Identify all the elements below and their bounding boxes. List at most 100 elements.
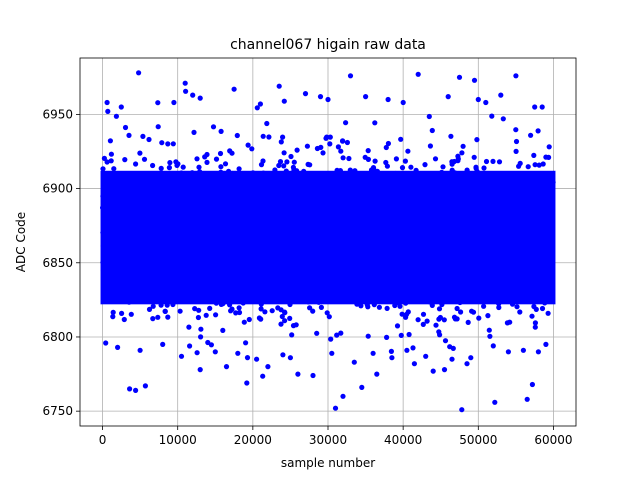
data-point xyxy=(364,302,370,308)
data-point xyxy=(422,270,429,276)
data-point xyxy=(281,193,287,199)
data-point xyxy=(256,176,262,182)
data-point xyxy=(394,175,400,181)
data-point xyxy=(187,343,193,349)
data-point xyxy=(270,205,276,211)
data-point xyxy=(343,120,349,126)
data-point xyxy=(303,237,309,243)
data-point xyxy=(292,189,298,196)
outlier-point xyxy=(142,383,148,389)
data-point xyxy=(280,188,286,194)
data-point xyxy=(188,270,194,276)
data-point xyxy=(327,134,333,140)
data-point xyxy=(190,263,196,269)
data-point xyxy=(150,316,156,322)
data-point xyxy=(338,330,344,336)
data-point xyxy=(229,306,235,312)
data-point xyxy=(439,301,445,308)
data-point xyxy=(317,183,323,190)
data-point xyxy=(244,197,250,203)
data-point xyxy=(103,340,109,346)
data-point xyxy=(177,308,183,314)
data-point xyxy=(424,318,430,324)
data-point xyxy=(352,186,358,192)
data-point xyxy=(298,276,304,282)
data-point xyxy=(459,232,465,238)
data-point xyxy=(343,234,349,240)
data-point xyxy=(137,150,143,156)
data-point xyxy=(377,227,384,233)
data-point xyxy=(365,198,371,204)
data-point xyxy=(136,197,142,203)
data-point xyxy=(118,219,125,225)
data-point xyxy=(216,210,223,216)
data-point xyxy=(218,128,224,134)
data-point xyxy=(197,216,203,222)
data-point xyxy=(370,165,377,171)
data-point xyxy=(203,212,209,218)
data-point xyxy=(156,224,162,230)
data-point xyxy=(541,191,547,197)
data-point xyxy=(517,160,523,166)
data-point xyxy=(507,285,513,292)
data-point xyxy=(358,240,364,246)
data-point xyxy=(236,189,242,195)
data-point xyxy=(229,267,235,273)
data-point xyxy=(522,206,529,212)
data-point xyxy=(476,283,482,289)
data-point xyxy=(164,302,170,308)
data-point xyxy=(255,277,261,283)
data-point xyxy=(538,276,544,282)
data-point xyxy=(349,182,355,188)
data-point xyxy=(261,194,267,200)
data-point xyxy=(192,222,198,228)
data-point xyxy=(290,164,296,170)
data-point xyxy=(249,146,255,152)
data-point xyxy=(435,234,441,240)
data-point xyxy=(166,165,172,171)
data-point xyxy=(310,308,316,314)
data-point xyxy=(511,258,517,264)
data-point xyxy=(258,181,265,187)
data-point xyxy=(472,270,478,276)
data-point xyxy=(179,224,185,230)
data-point xyxy=(545,269,551,275)
data-point xyxy=(321,284,327,290)
data-point xyxy=(509,228,515,234)
data-point xyxy=(537,217,544,223)
data-point xyxy=(188,281,194,287)
data-point xyxy=(287,191,293,197)
data-point xyxy=(374,236,380,242)
data-point xyxy=(291,159,297,165)
data-point xyxy=(254,199,260,205)
data-point xyxy=(385,244,391,250)
data-point xyxy=(446,282,452,288)
data-point xyxy=(307,238,313,244)
data-point xyxy=(406,241,412,247)
outlier-point xyxy=(471,77,478,83)
data-point xyxy=(253,247,259,253)
data-point xyxy=(459,150,465,156)
data-point xyxy=(258,306,264,312)
data-point xyxy=(208,252,214,258)
data-point xyxy=(429,245,435,251)
data-point xyxy=(277,229,283,236)
x-tick-label: 60000 xyxy=(534,433,572,447)
data-point xyxy=(307,305,313,311)
data-point xyxy=(429,234,435,240)
data-point xyxy=(110,280,116,286)
data-point xyxy=(234,132,240,139)
data-point xyxy=(427,296,433,302)
data-point xyxy=(260,373,266,379)
data-point xyxy=(398,253,404,259)
data-point xyxy=(234,234,240,240)
data-point xyxy=(332,196,338,202)
data-point xyxy=(146,136,152,143)
data-point xyxy=(272,167,278,173)
data-point xyxy=(454,305,460,312)
data-point xyxy=(143,251,149,257)
data-point xyxy=(421,224,427,230)
data-point xyxy=(147,288,154,294)
data-point xyxy=(165,141,171,147)
data-point xyxy=(372,120,378,126)
